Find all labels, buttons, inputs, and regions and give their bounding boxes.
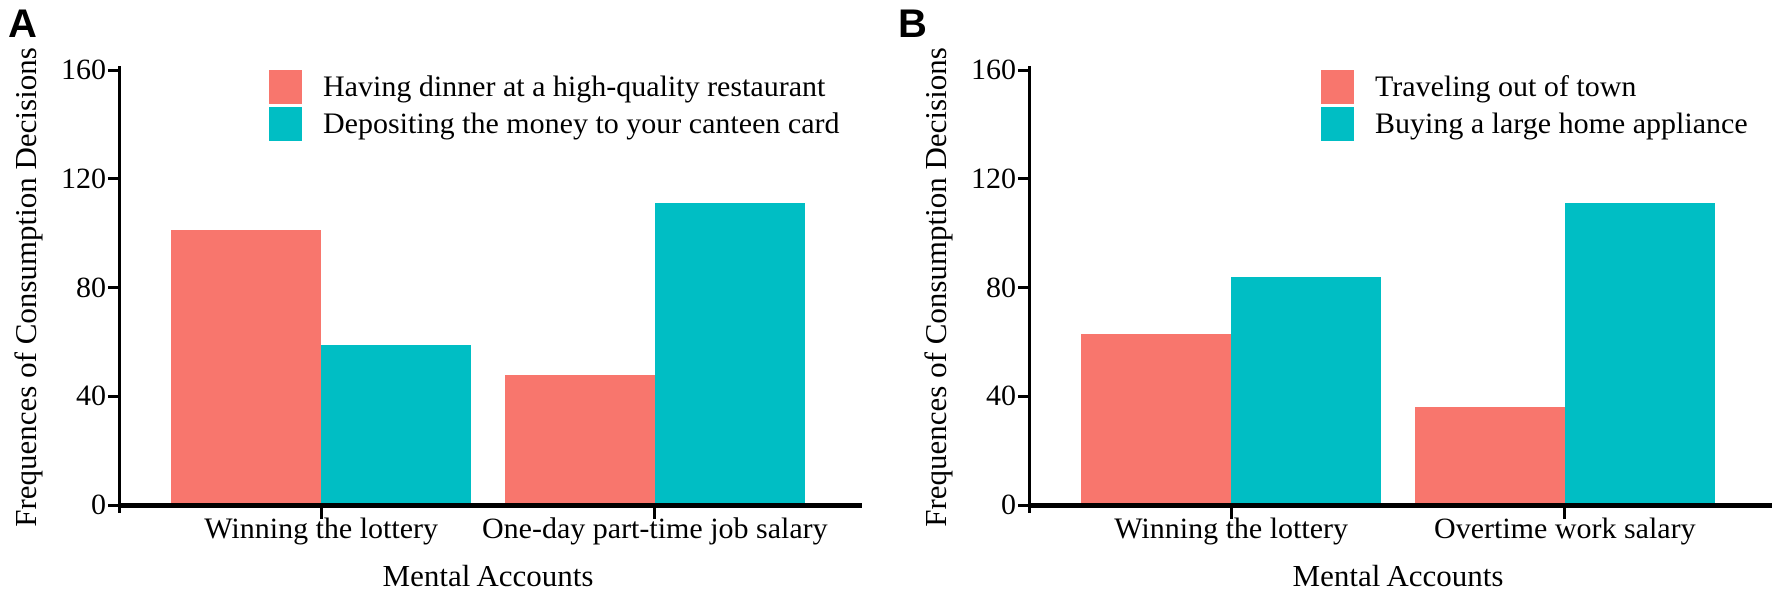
y-tick-label-a-0: 0: [91, 488, 106, 521]
legend-label-b-series1: Traveling out of town: [1375, 70, 1637, 103]
y-tick-mark-b-80: [1018, 286, 1028, 289]
panel-b-letter: B: [898, 2, 927, 46]
y-tick-mark-a-120: [108, 177, 118, 181]
y-axis-line-b: [1028, 66, 1031, 513]
legend-swatch-b-series2: [1321, 107, 1354, 141]
x-tick-label-b-cat1: Winning the lottery: [1114, 512, 1349, 545]
y-tick-mark-a-0: [108, 503, 118, 507]
legend-swatch-a-series2: [269, 107, 302, 141]
x-axis-title-b: Mental Accounts: [1292, 558, 1504, 593]
bar-b-cat2-series1: [1414, 407, 1565, 505]
x-tick-mark-b-cat1: [1229, 508, 1233, 519]
y-tick-label-a-160: 160: [61, 53, 106, 86]
y-tick-label-b-160: 160: [971, 53, 1016, 86]
bar-b-cat2-series2: [1564, 203, 1715, 505]
legend-swatch-a-series1: [269, 70, 302, 104]
bar-b-cat1-series1: [1081, 333, 1232, 505]
bar-a-cat1-series1: [171, 230, 322, 505]
bar-a-cat1-series2: [321, 344, 472, 505]
y-tick-mark-b-120: [1018, 177, 1028, 181]
legend-label-b-series2: Buying a large home appliance: [1375, 107, 1748, 140]
x-tick-label-a-cat1: Winning the lottery: [204, 512, 439, 545]
y-tick-label-b-120: 120: [971, 161, 1016, 195]
y-tick-label-a-40: 40: [76, 379, 106, 413]
y-tick-label-a-80: 80: [76, 270, 106, 304]
bar-b-cat1-series2: [1231, 276, 1382, 505]
y-tick-mark-b-160: [1018, 68, 1028, 72]
y-tick-mark-a-160: [108, 68, 118, 72]
panel-a-letter: A: [8, 2, 37, 46]
y-tick-mark-a-80: [108, 286, 118, 289]
legend-swatch-b-series1: [1321, 70, 1354, 104]
bar-a-cat2-series2: [654, 203, 805, 505]
y-tick-label-b-40: 40: [986, 379, 1016, 413]
x-tick-mark-a-cat1: [319, 508, 323, 519]
y-tick-mark-b-40: [1018, 394, 1028, 398]
x-tick-label-b-cat2: Overtime work salary: [1434, 512, 1696, 545]
y-axis-line-a: [118, 66, 121, 513]
x-tick-mark-a-cat2: [653, 508, 657, 519]
y-tick-label-a-120: 120: [61, 161, 106, 195]
x-axis-line-b: [1028, 503, 1772, 508]
x-tick-label-a-cat2: One-day part-time job salary: [481, 512, 828, 545]
y-tick-mark-b-0: [1018, 503, 1028, 507]
y-tick-label-b-0: 0: [1001, 488, 1016, 521]
x-axis-line-a: [118, 503, 862, 508]
x-axis-title-a: Mental Accounts: [382, 558, 594, 593]
bar-a-cat2-series1: [504, 374, 655, 505]
x-tick-mark-b-cat2: [1563, 508, 1567, 519]
y-tick-label-b-80: 80: [986, 270, 1016, 304]
legend-label-a-series2: Depositing the money to your canteen car…: [323, 107, 840, 140]
y-tick-mark-a-40: [108, 394, 118, 398]
legend-label-a-series1: Having dinner at a high-quality restaura…: [323, 70, 826, 103]
